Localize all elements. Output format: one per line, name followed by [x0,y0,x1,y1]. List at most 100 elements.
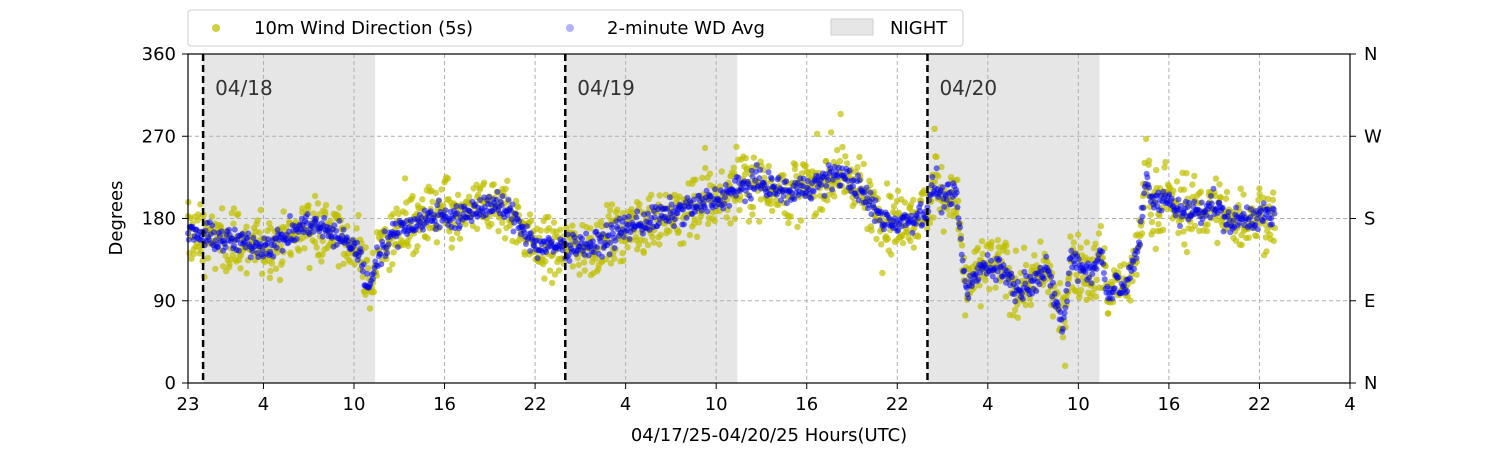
wd-average-point [780,192,787,199]
wind-direction-point [702,164,709,172]
wind-direction-point [440,202,447,209]
wind-direction-point [979,250,986,258]
wind-direction-point [268,260,276,267]
wd-average-point [712,186,718,193]
wind-direction-point [327,218,334,225]
y-tick-label-4: 360 [142,44,176,65]
wind-direction-point [1147,211,1155,218]
wind-direction-point [1031,252,1038,259]
wind-direction-point [1222,195,1230,202]
wd-average-point [293,235,300,242]
wind-direction-point [737,196,744,203]
wd-average-point [494,188,501,195]
wind-direction-point [212,265,219,273]
wd-average-point [683,214,690,221]
wind-direction-point [199,257,206,265]
wind-direction-point [831,193,838,200]
wd-average-point [975,276,982,283]
wind-direction-point [580,259,588,266]
legend-wd-avg-marker [566,24,574,32]
wd-average-point [664,205,671,212]
wd-average-point [1268,215,1275,222]
wind-direction-point [890,203,898,210]
wind-direction-point [1142,135,1150,143]
x-tick-label-1: 4 [258,394,269,415]
wd-average-point [523,223,530,230]
wd-average-point [1175,196,1182,203]
wind-direction-point [608,201,616,208]
wd-average-point [321,214,328,221]
wind-direction-point [401,175,409,182]
wind-direction-point [868,227,875,234]
wind-direction-point [907,237,914,244]
wind-direction-point [405,242,412,250]
wind-direction-point [1159,226,1167,233]
wind-direction-point [910,196,917,204]
wind-direction-point [924,225,931,233]
wd-average-point [988,257,994,264]
wd-average-point [671,223,677,230]
wd-average-point [993,277,999,284]
wind-direction-point [1260,194,1267,202]
x-axis-label: 04/17/25-04/20/25 Hours(UTC) [631,425,907,446]
wind-direction-point [409,192,416,200]
wind-direction-point [1012,247,1020,254]
wd-average-point [498,202,505,209]
x-tick-label-6: 10 [705,394,728,415]
x-tick-label-12: 22 [1248,394,1271,415]
wd-average-point [955,215,962,222]
wd-average-point [244,235,251,242]
wind-direction-point [1245,234,1252,241]
wind-direction-point [414,243,421,250]
wind-direction-point [218,205,226,212]
wd-average-point [590,249,597,256]
wind-direction-point [1175,229,1182,237]
wind-direction-point [1197,188,1205,195]
wind-direction-point [860,160,867,168]
wind-direction-point [641,237,649,244]
wd-average-point [1220,228,1227,235]
wind-direction-point [1161,164,1168,171]
wind-direction-point [995,250,1002,257]
wind-direction-point [649,233,656,241]
wd-average-point [989,273,996,280]
wind-direction-point [750,154,757,161]
wd-average-point [655,220,662,227]
wd-average-point [509,201,516,208]
wd-average-point [1000,262,1007,269]
wind-direction-point [1045,289,1052,296]
wd-average-point [1088,280,1095,287]
wind-direction-point [756,218,763,225]
wd-average-point [612,237,619,244]
wind-direction-point [938,163,945,171]
wd-average-point [828,168,835,175]
wind-direction-point [432,189,439,197]
wind-direction-point [454,191,462,198]
wd-average-point [720,205,727,212]
wind-direction-point [402,210,409,217]
wind-direction-point [819,206,826,213]
wd-average-point [310,228,317,235]
wind-direction-point [1074,231,1082,238]
wind-direction-point [854,164,861,171]
wd-average-point [747,195,754,202]
wd-average-point [434,202,441,209]
wd-average-point [1219,204,1226,211]
wind-direction-point [499,219,506,226]
wind-direction-point [962,312,969,319]
wind-direction-point [1183,170,1190,177]
y-tick-label-1: 90 [153,291,176,312]
y2-tick-label-3: W [1364,126,1382,147]
wind-direction-point [353,225,360,232]
legend-box [187,9,964,47]
wd-average-point [1208,200,1215,207]
wind-direction-point [1092,293,1100,300]
wind-direction-point [834,146,841,154]
wd-average-point [783,178,790,185]
wind-direction-point [718,168,725,175]
wd-average-point [668,201,675,208]
wind-direction-point [723,214,730,221]
wd-average-point [1093,265,1100,272]
wind-direction-point [462,221,469,228]
wind-direction-point [879,269,886,277]
